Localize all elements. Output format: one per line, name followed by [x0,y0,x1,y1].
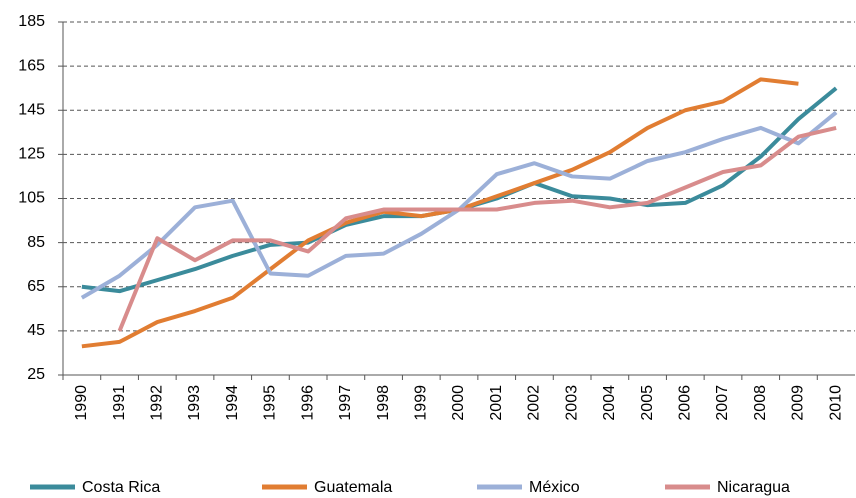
legend-label: Guatemala [314,479,392,496]
y-tick-label: 85 [27,234,45,251]
x-tick-label: 2004 [601,385,618,421]
x-tick-label: 2009 [790,385,807,421]
y-tick-label: 185 [18,13,45,30]
x-tick-label: 1991 [111,385,128,421]
x-tick-label: 1998 [375,385,392,421]
x-tick-label: 1995 [262,385,279,421]
x-tick-label: 2002 [526,385,543,421]
y-tick-label: 145 [18,101,45,118]
x-tick-label: 2006 [677,385,694,421]
x-tick-label: 1994 [224,385,241,421]
x-tick-label: 2005 [639,385,656,421]
y-tick-label: 45 [27,322,45,339]
legend-label: México [529,479,580,496]
series-line [81,77,799,349]
legend-label: Nicaragua [717,479,790,496]
series-line [117,125,837,332]
x-tick-label: 2010 [827,385,844,421]
x-tick-label: 2000 [450,385,467,421]
x-tick-label: 1997 [337,385,354,421]
y-tick-label: 65 [27,278,45,295]
legend-label: Costa Rica [82,479,160,496]
x-tick-label: 1996 [299,385,316,421]
x-tick-label: 1992 [149,385,166,421]
x-tick-label: 2003 [563,385,580,421]
x-tick-label: 1999 [413,385,430,421]
x-tick-label: 2001 [488,385,505,421]
x-tick-label: 1993 [186,385,203,421]
y-tick-label: 25 [27,366,45,383]
x-tick-label: 2007 [714,385,731,421]
y-tick-label: 125 [18,146,45,163]
y-tick-label: 105 [18,190,45,207]
x-tick-label: 2008 [752,385,769,421]
x-tick-label: 1990 [73,385,90,421]
y-tick-label: 165 [18,57,45,74]
